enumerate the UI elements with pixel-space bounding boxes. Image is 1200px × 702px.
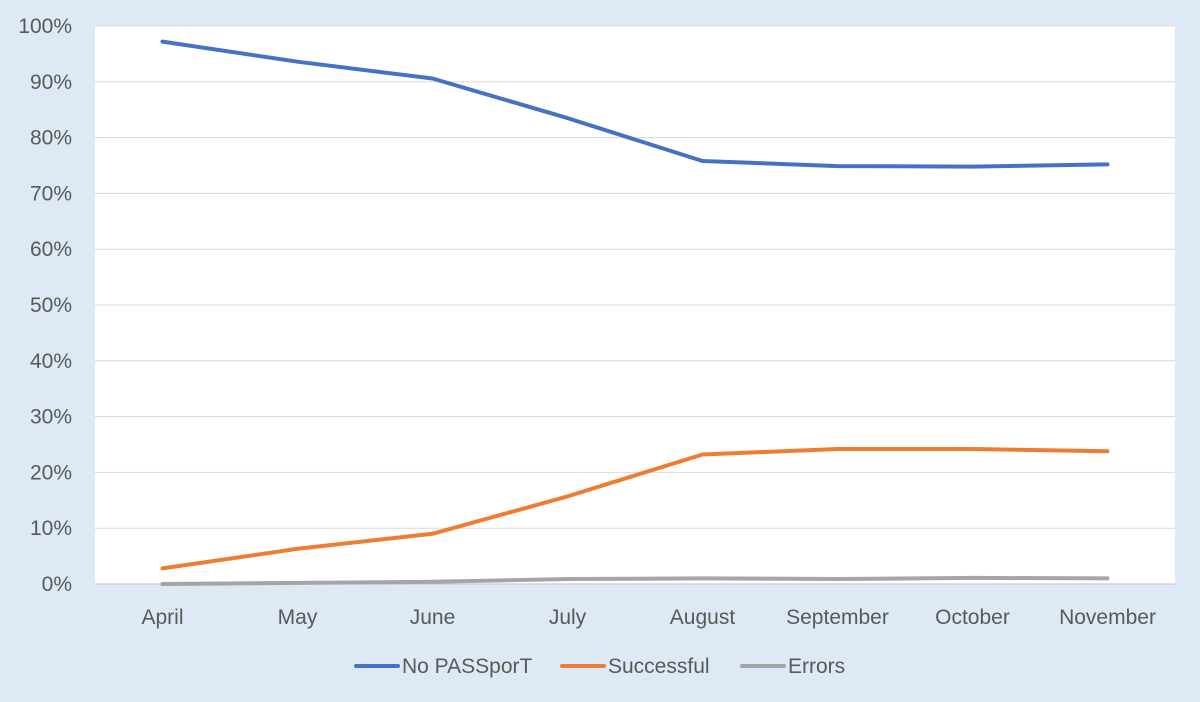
legend-label-successful: Successful xyxy=(608,655,710,678)
y-tick-label: 60% xyxy=(30,238,72,261)
x-tick-label: May xyxy=(278,606,318,629)
y-tick-label: 30% xyxy=(30,406,72,429)
x-tick-label: October xyxy=(935,606,1010,629)
x-tick-label: September xyxy=(786,606,889,629)
y-tick-label: 0% xyxy=(42,573,72,596)
series-line-errors xyxy=(160,575,1110,586)
series-line-successful xyxy=(160,447,1110,571)
y-axis-tick-labels: 0% 10% 20% 30% 40% 50% 60% 70% 80% 90% 100% xyxy=(18,15,72,596)
x-tick-label: April xyxy=(141,606,183,629)
legend: No PASSporT Successful Errors xyxy=(354,655,845,678)
y-tick-label: 90% xyxy=(30,71,72,94)
y-tick-label: 40% xyxy=(30,350,72,373)
x-tick-label: August xyxy=(670,606,736,629)
x-tick-label: November xyxy=(1059,606,1156,629)
y-tick-label: 70% xyxy=(30,182,72,205)
series-line-no-passport xyxy=(160,39,1110,169)
x-tick-label: July xyxy=(549,606,587,629)
series-lines xyxy=(160,39,1110,586)
y-tick-label: 80% xyxy=(30,127,72,150)
y-tick-label: 50% xyxy=(30,294,72,317)
legend-label-no-passport: No PASSporT xyxy=(402,655,532,678)
legend-label-errors: Errors xyxy=(788,655,845,678)
y-tick-label: 20% xyxy=(30,461,72,484)
x-axis-tick-labels: April May June July August September October No… xyxy=(141,606,1155,629)
y-tick-label: 100% xyxy=(18,15,72,38)
y-tick-label: 10% xyxy=(30,517,72,540)
gridlines xyxy=(95,25,1175,585)
x-tick-label: June xyxy=(410,606,456,629)
